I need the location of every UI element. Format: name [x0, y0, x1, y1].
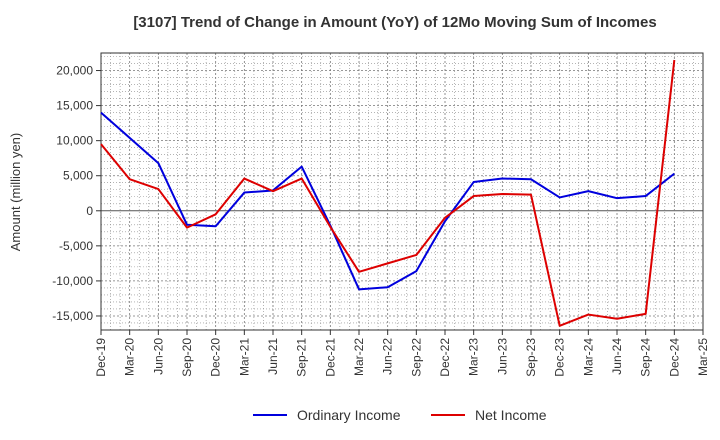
x-tick-label: Dec-21 — [323, 338, 337, 377]
y-tick-label: 0 — [86, 204, 93, 218]
x-tick-label: Mar-25 — [696, 338, 710, 376]
y-tick-label: 20,000 — [56, 64, 93, 78]
x-tick-label: Sep-20 — [180, 338, 194, 377]
x-tick-label: Jun-22 — [381, 338, 395, 375]
x-tick-label: Sep-24 — [639, 338, 653, 377]
y-tick-label: 15,000 — [56, 99, 93, 113]
series-line-net-income — [100, 59, 676, 327]
legend: Ordinary Income Net Income — [0, 405, 720, 425]
chart-title: [3107] Trend of Change in Amount (YoY) o… — [133, 14, 657, 31]
legend-swatch — [253, 414, 287, 416]
x-tick-label: Mar-20 — [123, 338, 137, 376]
x-tick-label: Mar-23 — [467, 338, 481, 376]
plot-area — [101, 53, 703, 330]
legend-item-ordinary-income: Ordinary Income — [253, 405, 400, 425]
x-tick-label: Mar-22 — [352, 338, 366, 376]
legend-label: Net Income — [475, 407, 547, 423]
x-tick-label: Dec-19 — [94, 338, 108, 377]
legend-item-net-income: Net Income — [431, 405, 547, 425]
x-tick-label: Sep-21 — [295, 338, 309, 377]
plot-frame — [100, 52, 704, 331]
x-tick-label: Jun-21 — [266, 338, 280, 375]
line-chart: 20,000 15,000 10,000 5,000 0 -5,000 -10,000 -15… — [8, 52, 710, 377]
y-tick-label: 5,000 — [63, 169, 93, 183]
x-tick-label: Dec-24 — [667, 338, 681, 377]
x-tick-label: Jun-20 — [151, 338, 165, 375]
x-tick-label: Dec-22 — [438, 338, 452, 377]
x-tick-label: Sep-23 — [524, 338, 538, 377]
x-tick-label: Mar-24 — [581, 338, 595, 376]
x-tick-label: Jun-24 — [610, 338, 624, 375]
x-tick-label: Dec-20 — [209, 338, 223, 377]
legend-label: Ordinary Income — [297, 407, 401, 423]
y-tick-label: -10,000 — [52, 274, 93, 288]
x-tick-label: Dec-23 — [553, 338, 567, 377]
y-axis-label: Amount (million yen) — [8, 133, 23, 252]
legend-swatch — [431, 414, 465, 416]
x-tick-label: Jun-23 — [495, 338, 509, 375]
series-line-ordinary-income — [100, 111, 675, 291]
y-tick-label: 10,000 — [56, 134, 93, 148]
x-tick-label: Mar-21 — [237, 338, 251, 376]
x-tick-label: Sep-22 — [409, 338, 423, 377]
y-tick-label: -15,000 — [52, 309, 93, 323]
y-tick-label: -5,000 — [59, 239, 93, 253]
